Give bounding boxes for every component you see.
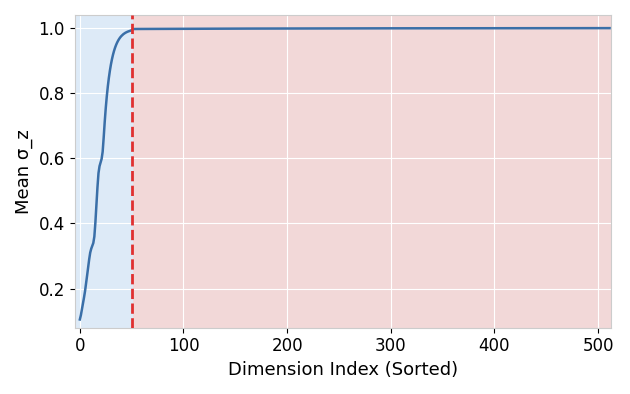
Y-axis label: Mean σ_z: Mean σ_z (15, 129, 33, 214)
X-axis label: Dimension Index (Sorted): Dimension Index (Sorted) (227, 361, 457, 379)
Bar (74, 15, 132, 328)
